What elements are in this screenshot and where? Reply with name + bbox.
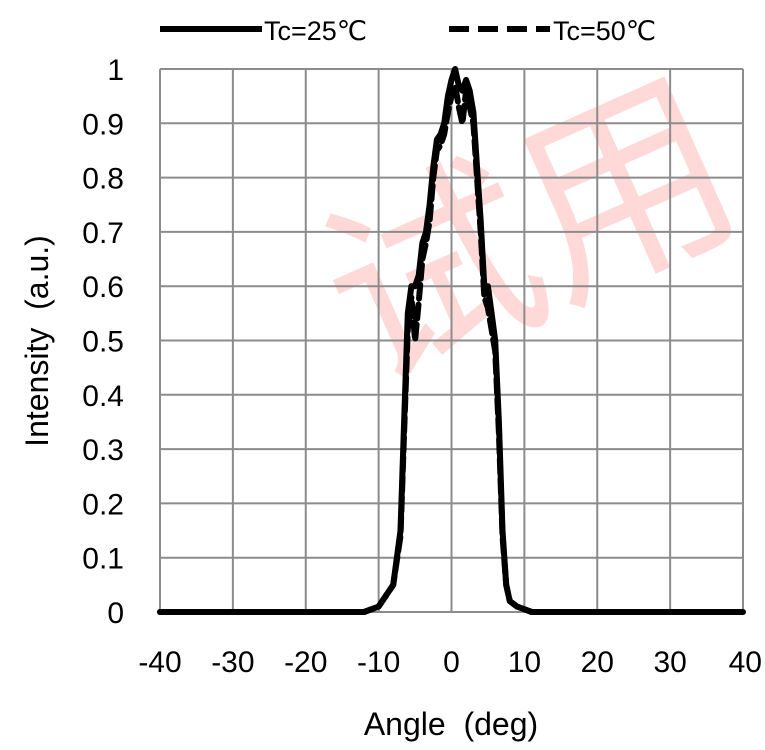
y-tick-label: 0	[107, 597, 124, 630]
y-tick-label: 0.3	[82, 434, 124, 467]
y-tick-label: 0.1	[82, 543, 124, 576]
x-tick-label: 40	[729, 646, 762, 679]
y-tick-label: 0.6	[82, 271, 124, 304]
y-tick-labels: 0 0.1 0.2 0.3 0.4 0.5 0.6 0.7 0.8 0.9 1	[82, 54, 124, 630]
x-tick-label: -10	[357, 646, 400, 679]
y-tick-label: 0.8	[82, 163, 124, 196]
x-tick-label: -40	[138, 646, 181, 679]
x-tick-label: 10	[508, 646, 541, 679]
y-tick-label: 0.7	[82, 217, 124, 250]
series-lines	[157, 66, 746, 615]
y-tick-label: 0.4	[82, 380, 124, 413]
x-axis-title: Angle (deg)	[364, 706, 538, 742]
y-tick-label: 1	[107, 54, 124, 87]
x-tick-label: 0	[443, 646, 460, 679]
x-tick-label: -30	[211, 646, 254, 679]
legend: Tc=25℃ Tc=50℃	[160, 16, 656, 46]
watermark-text: 试用	[291, 41, 765, 427]
legend-label-series-2: Tc=50℃	[553, 16, 656, 46]
x-tick-label: 30	[653, 646, 686, 679]
x-tick-label: 20	[581, 646, 614, 679]
x-tick-label: -20	[284, 646, 327, 679]
watermark: 试用	[291, 41, 765, 427]
y-axis-title: Intensity (a.u.)	[19, 235, 55, 447]
y-tick-label: 0.9	[82, 108, 124, 141]
x-tick-labels: -40 -30 -20 -10 0 10 20 30 40	[138, 646, 762, 679]
y-tick-label: 0.5	[82, 326, 124, 359]
legend-label-series-1: Tc=25℃	[264, 16, 367, 46]
series-line-tc50	[157, 82, 746, 615]
y-tick-label: 0.2	[82, 488, 124, 521]
